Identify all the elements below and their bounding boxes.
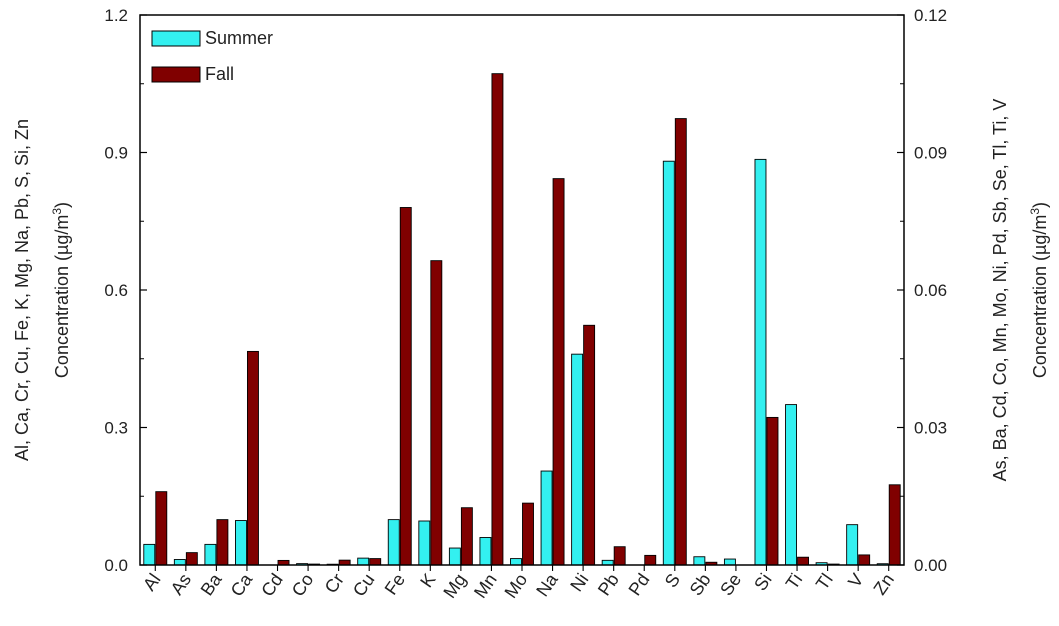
bar-summer-mn — [479, 537, 492, 566]
left-tick-label: 0.6 — [104, 281, 128, 300]
category-label: As — [167, 570, 195, 599]
bar-summer-sb — [693, 556, 706, 566]
bar-fall-al — [155, 491, 168, 566]
category-label: Ca — [227, 569, 257, 600]
right-tick-label: 0.03 — [914, 419, 947, 438]
category-ticks: Al As Ba Ca Cd Co Cr Cu Fe K Mg Mn Mo Na Ni Pb Pd S Sb Se Si… — [139, 565, 898, 602]
bar-fall-ba — [216, 519, 229, 566]
bar-summer-al — [143, 543, 156, 566]
category-label: Al — [139, 570, 165, 595]
left-axis-unit: Concentration (µg/m3) — [50, 202, 72, 378]
bar-summer-fe — [387, 519, 400, 566]
right-tick-label: 0.00 — [914, 556, 947, 575]
bar-summer-mg — [448, 547, 461, 566]
bar-fall-fe — [399, 207, 412, 566]
category-label: Tl — [812, 570, 837, 594]
right-tick-label: 0.12 — [914, 6, 947, 25]
left-tick-label: 0.9 — [104, 144, 128, 163]
category-label: Cu — [349, 570, 379, 600]
bar-summer-na — [540, 470, 553, 566]
bar-fall-si — [766, 416, 779, 566]
right-axis-ticks: 0.00 0.03 0.06 0.09 0.12 — [897, 6, 947, 575]
bar-fall-as — [185, 552, 198, 566]
bar-summer-si — [754, 158, 767, 566]
bar-fall-v — [858, 554, 871, 566]
category-label: Mo — [501, 570, 532, 602]
bar-fall-na — [552, 178, 565, 566]
category-label: Co — [288, 570, 318, 600]
right-tick-label: 0.09 — [914, 144, 947, 163]
bar-fall-cu — [369, 558, 382, 566]
category-label: Ti — [782, 570, 807, 593]
bar-summer-v — [846, 524, 859, 566]
category-label: Zn — [870, 570, 898, 599]
bar-summer-ba — [204, 543, 217, 566]
bar-fall-mo — [522, 502, 534, 566]
category-label: Si — [750, 570, 776, 595]
bar-fall-s — [674, 118, 687, 566]
legend-label-summer: Summer — [205, 28, 273, 48]
category-label: Ba — [197, 569, 227, 599]
category-label: Na — [532, 569, 562, 600]
bar-fall-mg — [460, 507, 473, 566]
category-label: Cr — [321, 570, 348, 597]
category-label: K — [416, 570, 439, 591]
category-label: Pd — [624, 570, 653, 600]
bar-summer-s — [662, 160, 675, 566]
category-label: Cd — [257, 570, 287, 600]
category-label: Mn — [470, 570, 501, 602]
left-tick-label: 0.3 — [104, 419, 128, 438]
category-label: Fe — [381, 570, 409, 599]
bar-fall-mn — [491, 73, 504, 566]
bars-group — [143, 73, 901, 566]
bar-summer-ca — [235, 520, 247, 566]
left-tick-label: 1.2 — [104, 6, 128, 25]
bar-fall-pb — [613, 546, 626, 566]
right-axis-title: As, Ba, Cd, Co, Mn, Mo, Ni, Pd, Sb, Se, … — [990, 99, 1010, 482]
bar-summer-ti — [785, 404, 797, 566]
category-label: Mg — [439, 570, 470, 602]
right-tick-label: 0.06 — [914, 281, 947, 300]
legend: Summer Fall — [151, 28, 273, 84]
left-axis-title: Al, Ca, Cr, Cu, Fe, K, Mg, Na, Pb, S, Si… — [12, 119, 32, 461]
category-label: Ni — [566, 570, 592, 595]
category-label: Se — [716, 570, 745, 600]
left-tick-label: 0.0 — [104, 556, 128, 575]
bar-summer-k — [418, 520, 431, 566]
legend-label-fall: Fall — [205, 64, 234, 84]
left-axis-ticks: 0.0 0.3 0.6 0.9 1.2 — [104, 6, 147, 575]
bar-summer-as — [173, 559, 186, 566]
bar-summer-cu — [357, 557, 370, 566]
bar-fall-k — [430, 260, 443, 566]
category-label: Pb — [594, 570, 623, 600]
legend-swatch-summer — [151, 30, 201, 47]
category-label: S — [661, 570, 684, 591]
bar-fall-ni — [583, 324, 596, 566]
bar-summer-ni — [571, 353, 584, 566]
category-label: V — [844, 570, 867, 591]
category-label: Sb — [686, 570, 715, 600]
bar-summer-mo — [510, 558, 522, 566]
bar-fall-zn — [888, 484, 901, 566]
legend-swatch-fall — [151, 66, 201, 83]
bar-fall-ca — [247, 350, 259, 566]
bar-fall-ti — [797, 556, 809, 566]
bar-summer-se — [723, 558, 736, 566]
bar-fall-pd — [644, 554, 657, 566]
right-axis-unit: Concentration (µg/m3) — [1028, 202, 1050, 378]
